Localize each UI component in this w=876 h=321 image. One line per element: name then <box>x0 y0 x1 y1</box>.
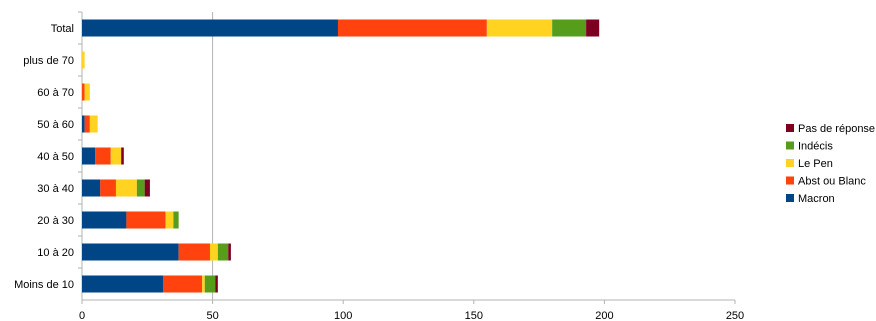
category-label: plus de 70 <box>23 55 74 67</box>
x-tick-label: 250 <box>726 310 744 321</box>
bar-segment <box>84 115 90 133</box>
bar-segment <box>89 115 98 133</box>
category-label: 40 à 50 <box>37 151 74 163</box>
bar-segment <box>110 147 122 165</box>
legend-label: Le Pen <box>798 158 833 170</box>
bar-segment <box>144 179 150 197</box>
category-label: Total <box>51 23 74 35</box>
bar-segment <box>82 51 85 69</box>
bar-segment <box>165 211 174 229</box>
bars <box>82 19 600 293</box>
bar-segment <box>82 211 127 229</box>
bar-segment <box>82 243 179 261</box>
category-label: 60 à 70 <box>37 87 74 99</box>
x-axis: 0 50 100 150 200 250 <box>79 300 744 321</box>
bar-segment <box>115 179 137 197</box>
bar-segment <box>173 211 179 229</box>
x-tick-label: 100 <box>334 310 352 321</box>
bar-segment <box>552 19 587 37</box>
bar-segment <box>121 147 124 165</box>
bar-segment <box>209 243 218 261</box>
x-tick-label: 50 <box>206 310 218 321</box>
bar-segment <box>82 115 85 133</box>
bar-segment <box>202 275 205 293</box>
bar-segment <box>95 147 111 165</box>
bar-segment <box>82 19 338 37</box>
bar-segment <box>126 211 166 229</box>
legend-swatch <box>786 176 794 185</box>
bar-segment <box>217 243 229 261</box>
legend-label: Macron <box>798 193 835 205</box>
bar-segment <box>100 179 116 197</box>
category-label: Moins de 10 <box>14 279 74 291</box>
bar-segment <box>82 147 96 165</box>
x-tick-label: 0 <box>79 310 85 321</box>
bar-segment <box>84 83 90 101</box>
bar-segment <box>337 19 487 37</box>
legend-label: Pas de réponse <box>798 123 875 135</box>
legend-label: Abst ou Blanc <box>798 176 866 188</box>
bar-segment <box>162 275 203 293</box>
legend-swatch <box>786 124 794 132</box>
legend-swatch <box>786 141 794 150</box>
bar-segment <box>136 179 145 197</box>
bar-segment <box>228 243 231 261</box>
bar-segment <box>486 19 553 37</box>
legend-label: Indécis <box>798 141 833 153</box>
bar-segment <box>204 275 216 293</box>
legend-swatch <box>786 159 794 167</box>
bar-segment <box>82 275 163 293</box>
category-label: 20 à 30 <box>37 215 74 227</box>
legend-swatch <box>786 194 794 202</box>
bar-segment <box>82 179 101 197</box>
category-label: 10 à 20 <box>37 247 74 259</box>
bar-segment <box>215 275 218 293</box>
bar-segment <box>178 243 210 261</box>
bar-segment <box>586 19 600 37</box>
category-label: 30 à 40 <box>37 183 74 195</box>
x-tick-label: 150 <box>465 310 483 321</box>
category-label: 50 à 60 <box>37 119 74 131</box>
legend: Pas de réponse Indécis Le Pen Abst ou Blanc… <box>786 123 875 205</box>
x-tick-label: 200 <box>595 310 613 321</box>
category-labels: Total plus de 70 60 à 70 50 à 60 40 à 50 30 à… <box>14 11 82 291</box>
bar-segment <box>82 83 85 101</box>
